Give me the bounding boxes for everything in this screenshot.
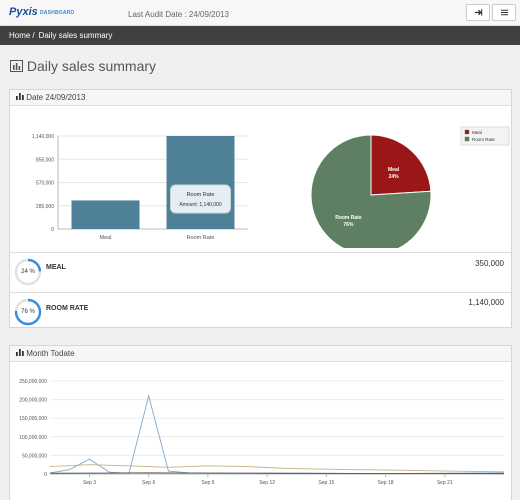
pie-slice-label: 76% xyxy=(343,222,354,228)
bar-meal xyxy=(71,200,140,229)
bar-y-tick-label: 1,140,000 xyxy=(32,134,54,140)
daily-panel-header: Date 24/09/2013 xyxy=(10,90,511,106)
bar-y-tick-label: 570,000 xyxy=(36,181,54,187)
bar-x-tick-label: Room Rate xyxy=(187,235,215,241)
pie-legend-box xyxy=(460,126,510,146)
pie-slice-label: Meal xyxy=(388,167,400,173)
menu-icon xyxy=(500,9,508,16)
line-x-tick-label: Sep 15 xyxy=(318,480,334,486)
bar-room-rate xyxy=(166,136,235,229)
bar-chart-small-icon xyxy=(16,346,24,361)
logout-icon xyxy=(474,9,482,16)
pie-legend-label: Meal xyxy=(472,130,482,135)
line-y-tick-label: 150,000,000 xyxy=(19,416,47,422)
room-rate-label: ROOM RATE xyxy=(46,305,89,312)
breadcrumb: Home / Daily sales summary xyxy=(0,26,520,45)
bar-tooltip-title: Room Rate xyxy=(187,192,215,198)
pie-legend-label: Room Rate xyxy=(472,137,495,142)
line-series-1 xyxy=(49,394,505,475)
bar-chart-icon xyxy=(10,59,23,75)
bar-tooltip-amount: Amount: 1,140,000 xyxy=(179,202,221,208)
bar-chart-small-icon xyxy=(16,90,24,105)
month-line-chart: 0 50,000,000 100,000,000 150,000,000 200,000… xyxy=(19,379,505,486)
pie-slice-room-rate xyxy=(310,134,432,248)
line-y-tick-label: 250,000,000 xyxy=(19,379,47,385)
line-y-tick-label: 0 xyxy=(44,472,47,478)
line-y-tick-label: 100,000,000 xyxy=(19,435,47,441)
line-x-tick-label: Sep 3 xyxy=(83,480,96,486)
room-rate-value: 1,140,000 xyxy=(468,298,504,307)
bar-y-tick-label: 0 xyxy=(51,227,54,233)
pie-legend-swatch xyxy=(464,129,470,135)
meal-gauge: 24 % xyxy=(14,258,42,286)
meal-value: 350,000 xyxy=(475,259,504,268)
room-rate-gauge: 76 % xyxy=(14,298,42,326)
line-x-tick-label: Sep 12 xyxy=(259,480,275,486)
logo[interactable]: Pyxis DASHBOARD xyxy=(9,6,74,20)
month-panel-header: Month Todate xyxy=(10,346,511,362)
room-rate-gauge-percent: 76 % xyxy=(21,309,35,315)
month-todate-panel: Month Todate 0 50,000,000 100,000,000 150,0… xyxy=(9,345,512,500)
bar-x-tick-label: Meal xyxy=(100,235,112,241)
pie-legend-swatch xyxy=(464,136,470,142)
line-series-2 xyxy=(49,464,505,473)
daily-panel-title: Date 24/09/2013 xyxy=(26,93,86,102)
daily-bar-chart: 0 285,000 570,000 855,000 1,140,000 Meal Room … xyxy=(32,134,248,241)
line-y-tick-label: 200,000,000 xyxy=(19,398,47,404)
pie-slice-label: 24% xyxy=(389,174,400,180)
month-panel-title: Month Todate xyxy=(26,349,75,358)
line-x-tick-label: Sep 6 xyxy=(142,480,155,486)
meal-gauge-percent: 24 % xyxy=(21,269,35,275)
breadcrumb-separator: / xyxy=(32,31,35,40)
gauge-row-room-rate: 76 % ROOM RATE 1,140,000 xyxy=(10,292,512,329)
daily-summary-panel: Date 24/09/2013 0 285,000 570,000 855,000 1,… xyxy=(9,89,512,328)
page-title: Daily sales summary xyxy=(10,58,156,75)
line-x-tick-label: Sep 21 xyxy=(437,480,453,486)
pie-slice-label: Room Rate xyxy=(335,215,362,221)
breadcrumb-home[interactable]: Home xyxy=(9,31,31,40)
meal-label: MEAL xyxy=(46,264,66,271)
line-x-tick-label: Sep 18 xyxy=(378,480,394,486)
bar-tooltip-box xyxy=(170,184,231,214)
gauge-row-meal: 24 % MEAL 350,000 xyxy=(10,252,512,292)
bar-y-tick-label: 855,000 xyxy=(36,157,54,163)
line-series-3 xyxy=(49,472,505,475)
last-audit-date: Last Audit Date : 24/09/2013 xyxy=(128,10,229,19)
bar-y-tick-label: 285,000 xyxy=(36,204,54,210)
pie-slice-meal xyxy=(370,134,432,196)
line-x-tick-label: Sep 9 xyxy=(201,480,214,486)
logout-button[interactable] xyxy=(466,4,490,21)
breadcrumb-current: Daily sales summary xyxy=(38,31,113,40)
logo-subtext: DASHBOARD xyxy=(39,10,75,16)
page-title-text: Daily sales summary xyxy=(26,58,157,74)
top-bar: Pyxis DASHBOARD Last Audit Date : 24/09/… xyxy=(0,0,520,26)
menu-button[interactable] xyxy=(492,4,516,21)
logo-text: Pyxis xyxy=(9,6,38,18)
line-y-tick-label: 50,000,000 xyxy=(22,453,47,459)
